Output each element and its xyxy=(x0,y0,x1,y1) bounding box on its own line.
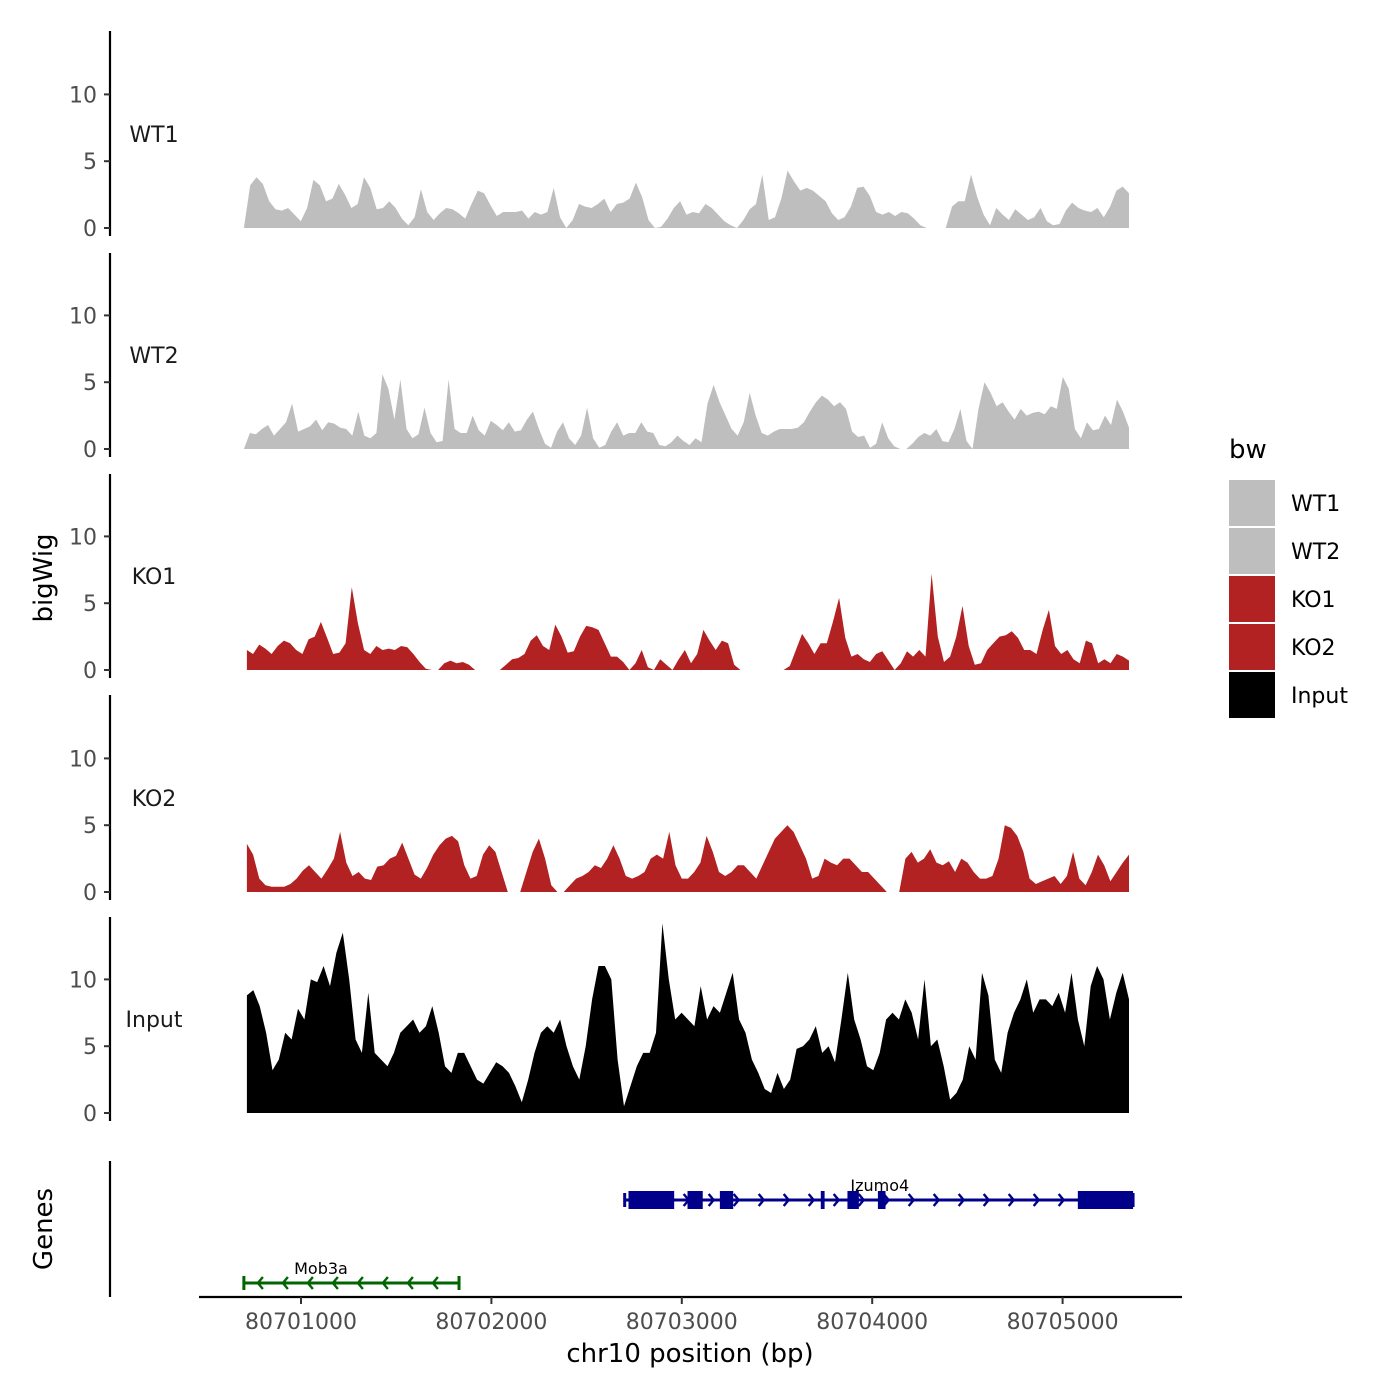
area-ko1 xyxy=(246,573,1129,670)
y-tick-label: 5 xyxy=(83,592,97,617)
strand-arrow xyxy=(281,1276,289,1290)
legend-key-ko2 xyxy=(1229,624,1275,670)
y-axis-title: bigWig xyxy=(29,533,59,622)
x-tick-label: 80702000 xyxy=(435,1310,547,1335)
x-tick-label: 80704000 xyxy=(816,1310,928,1335)
area-input xyxy=(246,923,1129,1113)
y-tick-label: 0 xyxy=(83,659,97,684)
x-axis-title: chr10 position (bp) xyxy=(566,1339,813,1369)
y-tick-label: 0 xyxy=(83,881,97,906)
track-label: WT1 xyxy=(129,123,178,148)
track-ko1: 0 5 10 KO1 xyxy=(69,474,1129,684)
gene-track: Mob3a Izumo4 xyxy=(108,1161,1135,1297)
gene-izumo4: Izumo4 xyxy=(623,1176,1135,1209)
legend-key-ko1 xyxy=(1229,576,1275,622)
x-tick-label: 80705000 xyxy=(1007,1310,1119,1335)
exon xyxy=(1077,1191,1134,1209)
gene-label: Mob3a xyxy=(294,1259,348,1278)
strand-arrow xyxy=(431,1276,439,1290)
strand-arrow xyxy=(782,1193,791,1207)
y-tick-label: 10 xyxy=(69,83,97,108)
track-wt2: 0 5 10 WT2 xyxy=(69,253,1129,463)
legend-title: bw xyxy=(1229,435,1267,465)
strand-arrow xyxy=(957,1193,966,1207)
track-label: WT2 xyxy=(129,344,178,369)
exon xyxy=(820,1191,825,1209)
legend-label-wt1: WT1 xyxy=(1291,492,1340,517)
strand-arrow xyxy=(331,1276,339,1290)
strand-arrow xyxy=(932,1193,941,1207)
strand-arrow xyxy=(1032,1193,1041,1207)
strand-arrow xyxy=(857,1193,866,1207)
legend-label-wt2: WT2 xyxy=(1291,540,1340,565)
track-wt1: 0 5 10 WT1 xyxy=(69,31,1129,242)
legend-label-ko1: KO1 xyxy=(1291,588,1336,613)
track-ko2: 0 5 10 KO2 xyxy=(69,695,1129,906)
track-label: KO2 xyxy=(132,787,177,812)
x-tick-label: 80703000 xyxy=(626,1310,738,1335)
legend-key-wt2 xyxy=(1229,528,1275,574)
y-tick-label: 0 xyxy=(83,217,97,242)
x-axis: 80701000 80702000 80703000 80704000 80705000 xyxy=(199,1295,1182,1335)
track-input: 0 5 10 Input xyxy=(69,917,1129,1127)
y-tick-label: 5 xyxy=(83,1035,97,1060)
area-wt2 xyxy=(243,374,1129,449)
area-wt1 xyxy=(243,170,1129,228)
area-ko2 xyxy=(246,825,1129,892)
strand-arrow xyxy=(256,1276,264,1290)
genes-axis-title: Genes xyxy=(29,1188,59,1270)
track-label: Input xyxy=(126,1008,183,1033)
y-tick-label: 10 xyxy=(69,968,97,993)
exon xyxy=(687,1191,703,1209)
strand-arrow xyxy=(1057,1193,1066,1207)
gene-label: Izumo4 xyxy=(850,1176,909,1195)
gene-mob3a: Mob3a xyxy=(242,1259,461,1290)
strand-arrow xyxy=(907,1193,916,1207)
legend-label-ko2: KO2 xyxy=(1291,636,1336,661)
y-tick-label: 0 xyxy=(83,438,97,463)
strand-arrow xyxy=(306,1276,314,1290)
y-tick-label: 5 xyxy=(83,371,97,396)
y-tick-label: 10 xyxy=(69,304,97,329)
y-tick-label: 10 xyxy=(69,747,97,772)
strand-arrow xyxy=(982,1193,991,1207)
track-panels: 0 5 10 WT1 0 5 10 WT2 0 5 10 KO1 0 5 10 KO2 0 5 10 Input xyxy=(69,31,1129,1127)
strand-arrow xyxy=(832,1193,841,1207)
exon xyxy=(628,1191,675,1209)
y-tick-label: 5 xyxy=(83,150,97,175)
strand-arrow xyxy=(356,1276,364,1290)
strand-arrow xyxy=(807,1193,816,1207)
y-tick-label: 0 xyxy=(83,1102,97,1127)
exon xyxy=(877,1191,886,1209)
legend-key-wt1 xyxy=(1229,480,1275,526)
legend-key-input xyxy=(1229,672,1275,718)
x-tick-label: 80701000 xyxy=(245,1310,357,1335)
legend: bw WT1 WT2 KO1 KO2 Input xyxy=(1229,435,1348,718)
exon xyxy=(847,1191,859,1209)
strand-arrow xyxy=(707,1193,716,1207)
y-tick-label: 10 xyxy=(69,525,97,550)
legend-label-input: Input xyxy=(1291,684,1348,709)
strand-arrow xyxy=(732,1193,741,1207)
strand-arrow xyxy=(757,1193,766,1207)
y-tick-label: 5 xyxy=(83,814,97,839)
track-label: KO1 xyxy=(132,565,177,590)
strand-arrow xyxy=(406,1276,414,1290)
strand-arrow xyxy=(1007,1193,1016,1207)
exon xyxy=(719,1191,734,1209)
strand-arrow xyxy=(381,1276,389,1290)
